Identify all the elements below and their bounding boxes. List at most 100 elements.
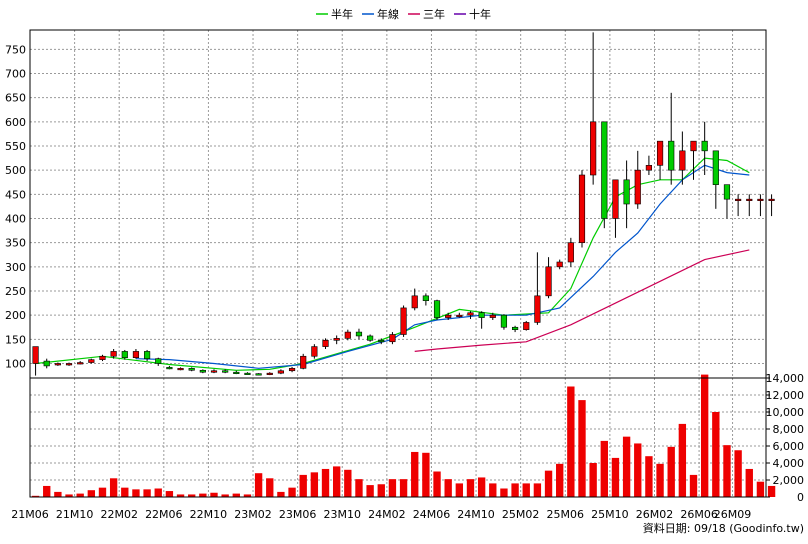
legend-label-half-year: 半年 xyxy=(331,7,353,21)
candle-body xyxy=(757,198,764,201)
candle-body xyxy=(88,359,95,363)
candle-body xyxy=(166,367,173,370)
candle-body xyxy=(210,370,218,373)
candlestick xyxy=(378,338,385,345)
candlestick xyxy=(355,328,363,340)
x-tick-label: 26M06 xyxy=(680,508,718,521)
candle-body xyxy=(32,346,39,364)
volume-bar xyxy=(232,493,240,497)
x-tick-label: 23M02 xyxy=(234,508,272,521)
candlestick xyxy=(467,311,474,320)
volume-bar xyxy=(210,492,218,497)
candlestick xyxy=(166,365,173,370)
candle-body xyxy=(233,371,240,375)
candle-body xyxy=(712,150,719,185)
volume-bar xyxy=(254,473,263,497)
volume-bar xyxy=(98,487,107,497)
volume-bar xyxy=(344,469,352,497)
candlestick xyxy=(54,362,61,366)
price-tick-label: 600 xyxy=(5,116,26,129)
volume-bar xyxy=(767,485,776,497)
candlestick xyxy=(523,320,530,331)
volume-bar xyxy=(288,487,296,497)
ma-line-half-year xyxy=(35,157,750,371)
candle-body xyxy=(110,351,117,357)
candlestick xyxy=(400,305,407,337)
candle-body xyxy=(65,363,73,366)
candlestick xyxy=(177,367,184,371)
volume-bar xyxy=(109,478,118,497)
candlestick xyxy=(65,362,73,366)
candle-body xyxy=(188,368,195,371)
candlestick xyxy=(311,344,318,359)
candle-body xyxy=(155,358,162,364)
volume-bar xyxy=(366,485,374,497)
candle-body xyxy=(634,169,641,205)
candle-body xyxy=(433,300,441,318)
volume-bar xyxy=(143,489,151,497)
candlestick xyxy=(121,349,128,360)
volume-bar xyxy=(76,493,84,497)
candle-body xyxy=(645,165,652,171)
legend-label-ten-year: 十年 xyxy=(469,7,491,21)
x-tick-label: 23M06 xyxy=(279,508,317,521)
volume-frame xyxy=(29,377,767,498)
volume-bar xyxy=(678,423,687,497)
volume-bar xyxy=(600,440,608,497)
volume-bar xyxy=(65,494,73,497)
volume-bar xyxy=(645,456,653,497)
candle-body xyxy=(300,355,307,369)
volume-tick-label: 8,000 xyxy=(773,423,805,436)
price-tick-label: 150 xyxy=(5,333,26,346)
candle-body xyxy=(132,351,140,358)
legend-label-year: 年線 xyxy=(377,7,399,21)
volume-bar xyxy=(622,436,631,497)
candlestick xyxy=(333,335,340,345)
volume-bar xyxy=(522,483,530,497)
candlestick xyxy=(612,179,619,238)
volume-tick-label: 14,000 xyxy=(766,372,805,385)
candle-body xyxy=(355,331,363,337)
candle-body xyxy=(768,198,775,201)
candle-body xyxy=(344,331,351,339)
x-tick-label: 21M06 xyxy=(11,508,49,521)
candlestick xyxy=(199,369,206,374)
volume-bar xyxy=(176,494,185,497)
candle-body xyxy=(668,140,675,171)
volume-bar xyxy=(154,488,162,497)
volume-bar xyxy=(745,468,753,497)
volume-tick-label: 6,000 xyxy=(773,440,805,453)
candle-body xyxy=(333,338,340,341)
candle-body xyxy=(578,174,586,243)
volume-bar xyxy=(656,463,664,497)
volume-bar xyxy=(411,451,419,497)
volume-bar xyxy=(466,479,475,497)
candle-body xyxy=(222,370,229,373)
price-tick-label: 200 xyxy=(5,309,26,322)
candlestick xyxy=(634,150,641,209)
candle-body xyxy=(266,372,273,375)
candle-body xyxy=(277,370,284,374)
price-tick-label: 300 xyxy=(5,261,26,274)
candle-body xyxy=(735,198,742,201)
candlestick xyxy=(233,370,240,375)
volume-tick-label: 10,000 xyxy=(766,406,805,419)
x-tick-label: 24M02 xyxy=(368,508,406,521)
volume-bar xyxy=(589,463,597,497)
candle-body xyxy=(723,184,731,200)
volume-bar xyxy=(500,488,508,497)
volume-bar xyxy=(455,483,464,497)
candle-body xyxy=(500,314,508,328)
x-tick-label: 26M09 xyxy=(714,508,752,521)
volume-bar xyxy=(132,489,140,497)
volume-bar xyxy=(634,443,642,497)
candle-body xyxy=(556,261,563,268)
candle-body xyxy=(545,266,552,297)
candlestick xyxy=(746,194,753,217)
candlestick xyxy=(32,346,39,376)
candle-body xyxy=(489,314,496,318)
candlestick xyxy=(489,312,496,320)
candlestick xyxy=(668,92,675,185)
candlestick xyxy=(43,358,50,369)
volume-bar xyxy=(243,494,252,497)
